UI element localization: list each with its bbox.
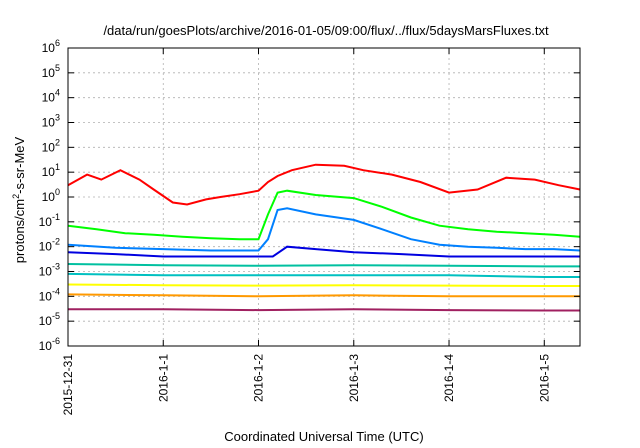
y-tick-label: 10-6 xyxy=(39,336,60,353)
y-tick-exp: 1 xyxy=(55,162,60,172)
series-line-6 xyxy=(67,283,580,287)
y-tick-label: 10-1 xyxy=(39,212,60,229)
y-tick-exp: -6 xyxy=(52,336,60,346)
x-tick-label: 2015-12-31 xyxy=(61,354,75,416)
x-tick-label: 2016-1-2 xyxy=(252,354,266,402)
y-tick-base: 10 xyxy=(42,140,56,154)
grid xyxy=(68,48,580,346)
y-tick-base: 10 xyxy=(42,165,56,179)
y-tick-label: 101 xyxy=(42,162,60,179)
y-tick-base: 10 xyxy=(42,91,56,105)
y-tick-base: 10 xyxy=(39,265,53,279)
series-line-5 xyxy=(67,272,580,278)
series-line-7 xyxy=(67,293,580,298)
y-tick-exp: 4 xyxy=(55,88,60,98)
y-tick-exp: -2 xyxy=(52,237,60,247)
y-tick-base: 10 xyxy=(39,314,53,328)
y-tick-base: 10 xyxy=(42,116,56,130)
y-tick-exp: 5 xyxy=(55,63,60,73)
y-tick-exp: -1 xyxy=(52,212,60,222)
y-axis-label-base: protons/cm xyxy=(12,199,27,263)
y-tick-exp: 6 xyxy=(55,38,60,48)
x-axis-ticks: 2015-12-31 2016-1-1 2016-1-2 2016-1-3 2016-1… xyxy=(61,48,551,415)
y-tick-label: 103 xyxy=(42,113,60,130)
series-layer xyxy=(67,163,581,312)
y-tick-label: 104 xyxy=(42,88,60,105)
y-tick-label: 100 xyxy=(42,187,60,204)
series-line-0 xyxy=(67,163,581,206)
y-axis-label: protons/cm2-s-sr-MeV xyxy=(11,136,27,263)
series-line-1 xyxy=(67,189,581,241)
y-tick-base: 10 xyxy=(39,215,53,229)
y-tick-label: 102 xyxy=(42,137,60,154)
x-tick-label: 2016-1-1 xyxy=(156,354,170,402)
y-tick-base: 10 xyxy=(42,66,56,80)
series-line-4 xyxy=(67,263,580,268)
y-tick-exp: 2 xyxy=(55,137,60,147)
y-tick-base: 10 xyxy=(42,41,56,55)
y-tick-base: 10 xyxy=(39,289,53,303)
chart-title: /data/run/goesPlots/archive/2016-01-05/0… xyxy=(103,23,549,38)
x-tick-label: 2016-1-5 xyxy=(537,354,551,402)
y-tick-base: 10 xyxy=(39,240,53,254)
y-tick-label: 10-3 xyxy=(39,262,60,279)
series-line-8 xyxy=(68,308,580,312)
y-axis-label-sup: 2 xyxy=(11,194,21,199)
series-line-3 xyxy=(67,245,580,258)
y-tick-base: 10 xyxy=(42,190,56,204)
x-tick-label: 2016-1-4 xyxy=(442,354,456,402)
y-tick-exp: -3 xyxy=(52,262,60,272)
x-axis-label: Coordinated Universal Time (UTC) xyxy=(224,429,423,444)
y-tick-label: 10-4 xyxy=(39,286,60,303)
y-tick-label: 10-2 xyxy=(39,237,60,254)
series-line-2 xyxy=(67,207,581,252)
x-tick-label: 2016-1-3 xyxy=(347,354,361,402)
y-tick-label: 106 xyxy=(42,38,60,55)
y-tick-exp: 3 xyxy=(55,113,60,123)
y-tick-label: 10-5 xyxy=(39,311,60,328)
y-axis-label-rest: -s-sr-MeV xyxy=(12,136,27,193)
y-tick-exp: -5 xyxy=(52,311,60,321)
y-tick-base: 10 xyxy=(39,339,53,353)
y-axis-ticks: 10-610-510-410-310-210-11001011021031041… xyxy=(39,38,580,353)
y-tick-exp: 0 xyxy=(55,187,60,197)
y-tick-label: 105 xyxy=(42,63,60,80)
y-tick-exp: -4 xyxy=(52,286,60,296)
